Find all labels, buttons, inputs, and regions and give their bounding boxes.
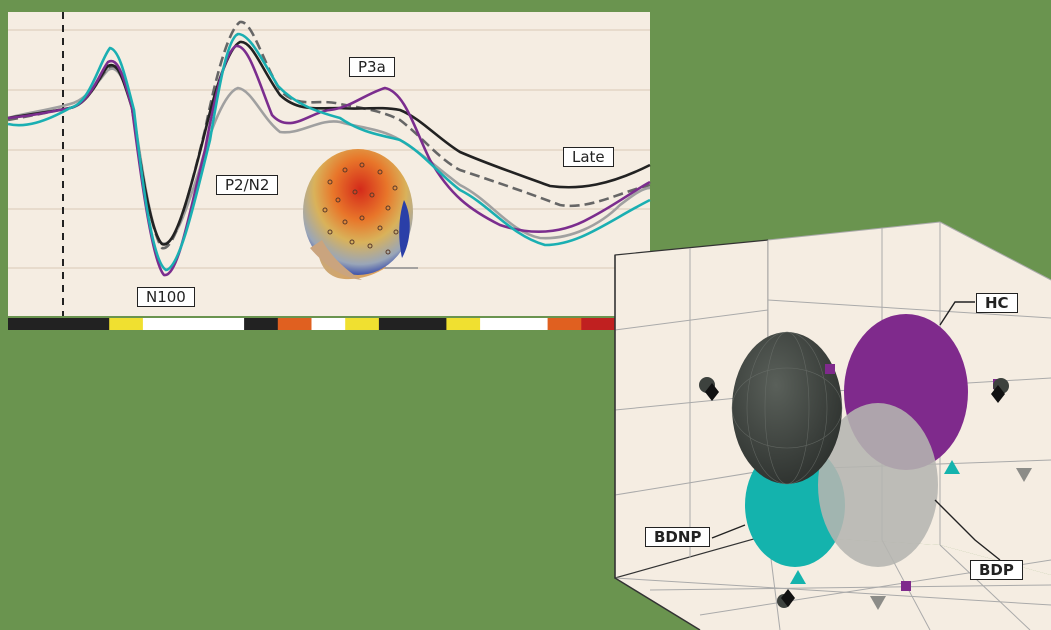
timeline-segment	[210, 318, 245, 330]
timeline-segment	[142, 318, 178, 330]
timeline-segment	[176, 318, 211, 330]
bdnp-label: BDNP	[645, 527, 711, 547]
teal-triangle-marker	[790, 570, 806, 584]
timeline-segment	[513, 318, 548, 330]
timeline-segment	[244, 318, 279, 330]
gray-triangle-marker	[870, 596, 886, 610]
timeline-segment	[41, 318, 76, 330]
timeline-segment	[412, 318, 447, 330]
purple-trace	[7, 44, 651, 277]
bdp-label: BDP	[970, 560, 1023, 580]
floor-plane	[615, 535, 1051, 630]
bdp-ellipsoid	[818, 403, 938, 567]
late-label: Late	[563, 147, 614, 167]
label-leader-lines	[711, 301, 1001, 561]
hc-label: HC	[976, 293, 1018, 313]
p3a-label: P3a	[349, 57, 395, 77]
gray-triangle-marker	[1016, 468, 1032, 482]
timeline-segment	[581, 318, 616, 330]
group-markers	[699, 364, 1032, 610]
black-diamond-marker	[991, 385, 1005, 403]
n100-label: N100	[137, 287, 195, 307]
black-diamond-marker	[781, 589, 795, 607]
timeline-segment	[277, 318, 312, 330]
timeline-segment	[8, 318, 43, 330]
timeline-segment	[75, 318, 110, 330]
timeline-segment	[345, 318, 380, 330]
timeline-segment	[446, 318, 481, 330]
purple-square-marker	[825, 364, 835, 374]
timeline-segment	[378, 318, 414, 330]
black-diamond-marker	[705, 383, 719, 401]
teal-triangle-marker	[944, 460, 960, 474]
timeline-segment	[480, 318, 515, 330]
teal-trace	[7, 32, 651, 272]
scalp-topography-head	[303, 149, 418, 280]
timeline-segment	[547, 318, 582, 330]
dark-ellipsoid	[732, 332, 842, 484]
p2n2-label: P2/N2	[216, 175, 279, 195]
timeline-bar	[8, 318, 616, 330]
purple-square-marker	[901, 581, 911, 591]
timeline-segment	[311, 318, 346, 330]
black-trace	[7, 40, 651, 246]
timeline-segment	[109, 318, 144, 330]
